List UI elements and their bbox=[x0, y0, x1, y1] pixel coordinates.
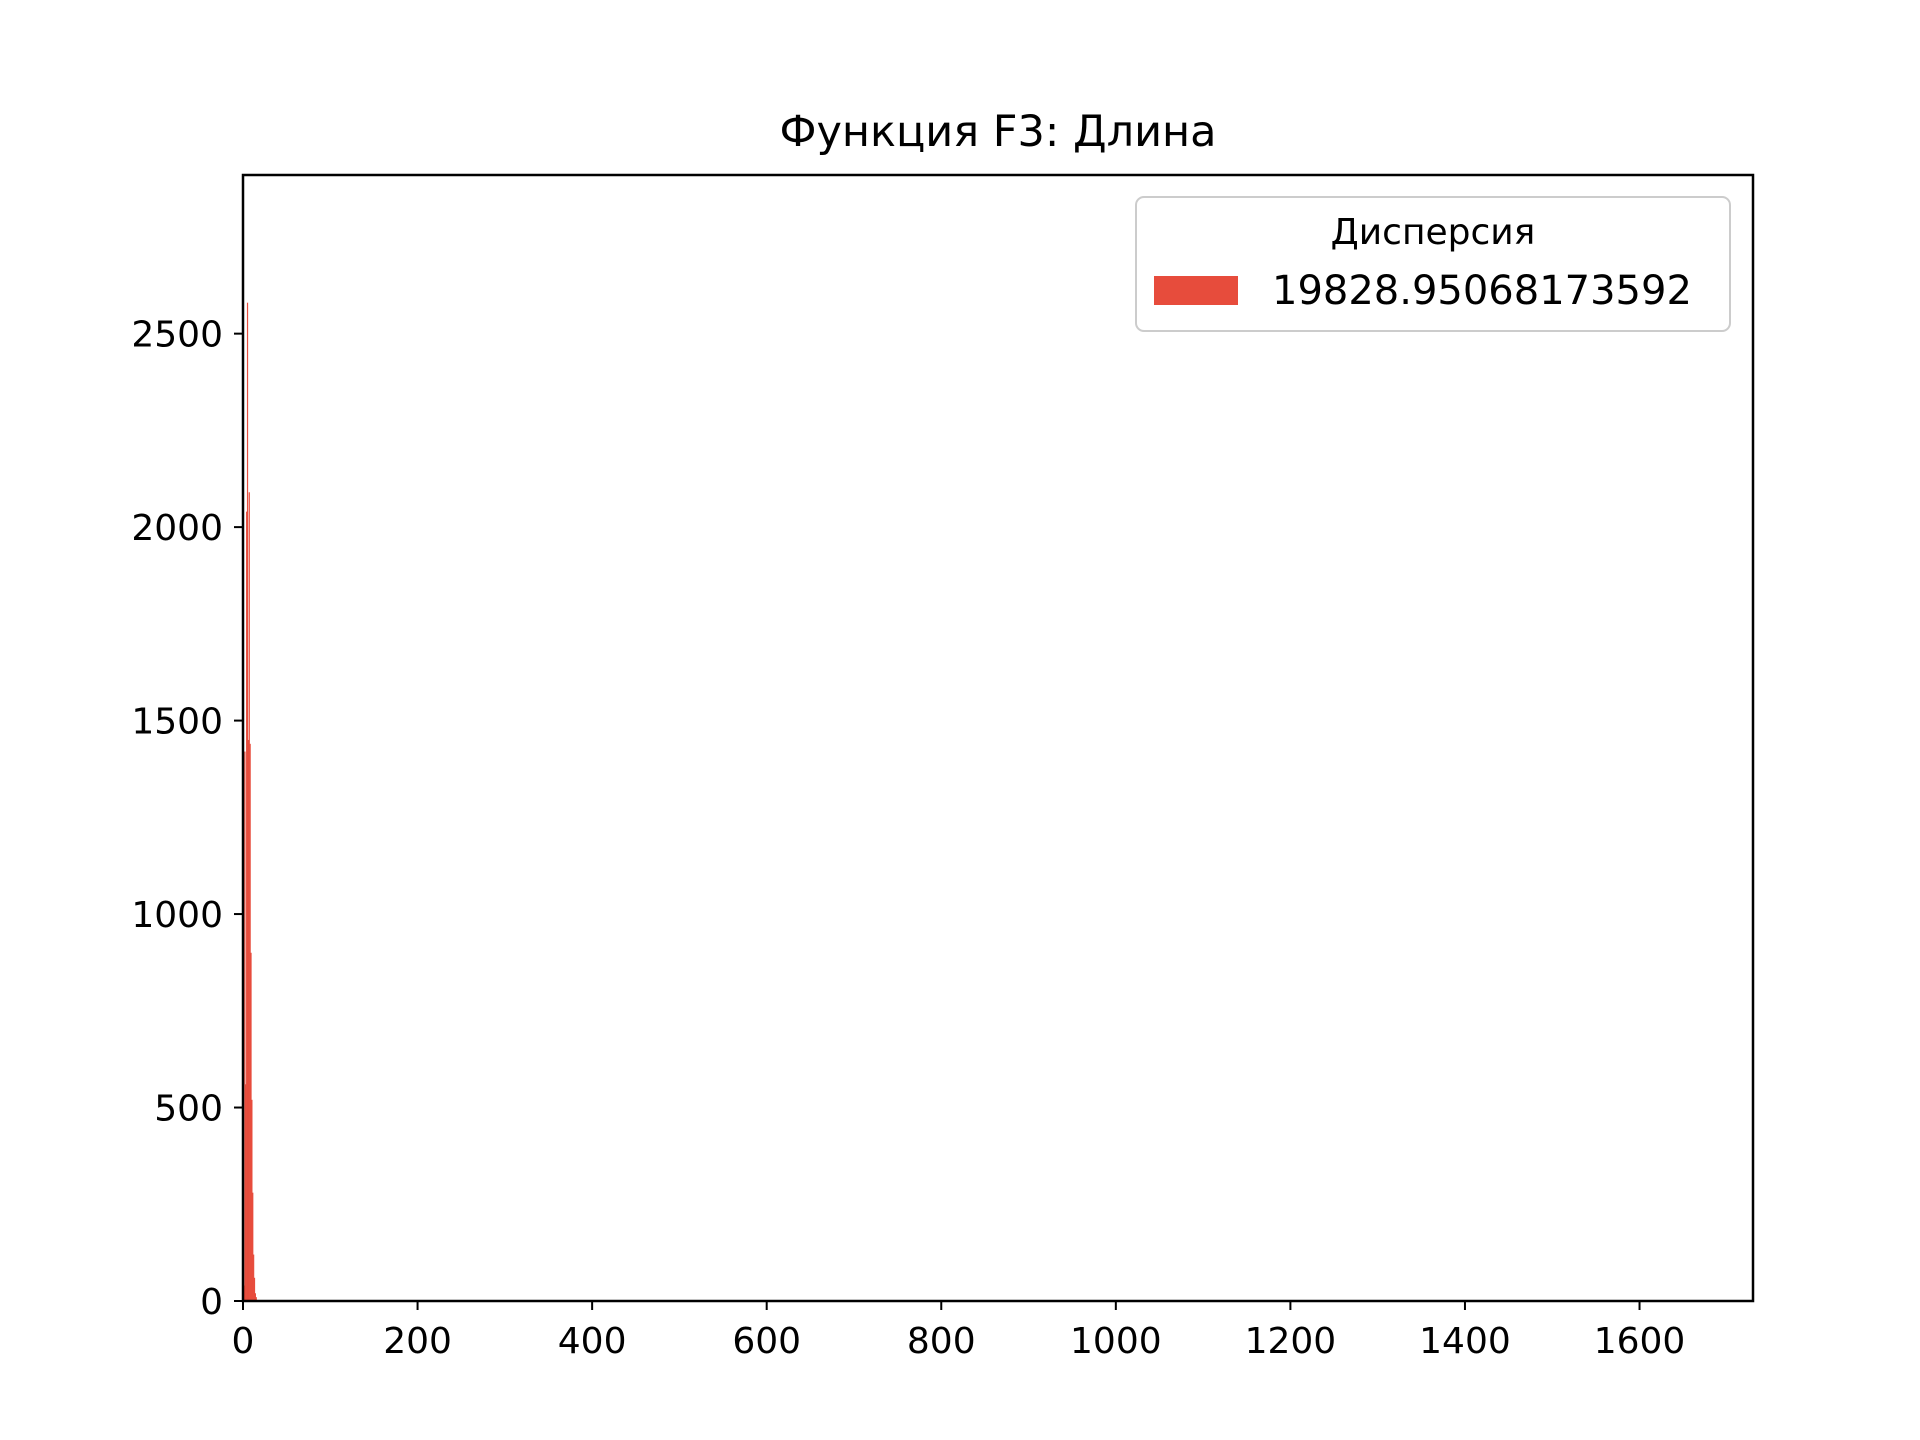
bar bbox=[249, 743, 251, 1301]
legend: Дисперсия 19828.95068173592 bbox=[1135, 196, 1731, 332]
bar bbox=[253, 1277, 256, 1301]
x-tick-label: 0 bbox=[232, 1321, 255, 1362]
plot-frame bbox=[241, 173, 1755, 1303]
y-tick-label: 1000 bbox=[131, 895, 223, 936]
bar bbox=[255, 1297, 257, 1301]
legend-title: Дисперсия bbox=[1331, 212, 1536, 253]
y-tick-label: 0 bbox=[200, 1282, 223, 1323]
x-tick-label: 800 bbox=[907, 1321, 976, 1362]
chart-title: Функция F3: Длина bbox=[779, 107, 1216, 157]
x-tick-label: 200 bbox=[383, 1321, 452, 1362]
bar bbox=[246, 302, 249, 1301]
legend-label: 19828.95068173592 bbox=[1272, 268, 1692, 314]
legend-swatch bbox=[1154, 276, 1238, 305]
legend-box bbox=[1135, 196, 1731, 332]
y-tick-label: 500 bbox=[154, 1089, 223, 1130]
x-axis: 0 200 400 600 800 1000 1200 1400 1600 bbox=[232, 1301, 1686, 1362]
x-tick-label: 600 bbox=[732, 1321, 801, 1362]
bar bbox=[244, 751, 246, 1301]
bar bbox=[254, 1293, 256, 1301]
y-tick-label: 2000 bbox=[131, 508, 223, 549]
x-tick-label: 1600 bbox=[1594, 1321, 1686, 1362]
bar bbox=[246, 511, 248, 1301]
bar bbox=[247, 739, 250, 1301]
bar bbox=[253, 1254, 255, 1301]
bar bbox=[245, 1084, 247, 1301]
bars-group bbox=[243, 302, 257, 1301]
y-tick-label: 1500 bbox=[131, 702, 223, 743]
x-tick-label: 1000 bbox=[1070, 1321, 1162, 1362]
bar bbox=[252, 1192, 254, 1301]
x-tick-label: 400 bbox=[558, 1321, 627, 1362]
x-tick-label: 1400 bbox=[1419, 1321, 1511, 1362]
bar bbox=[251, 1099, 253, 1301]
y-tick-label: 2500 bbox=[131, 315, 223, 356]
bar bbox=[250, 952, 252, 1301]
x-tick-label: 1200 bbox=[1245, 1321, 1337, 1362]
bar bbox=[248, 492, 250, 1301]
y-axis: 0 500 1000 1500 2000 2500 bbox=[131, 315, 243, 1323]
